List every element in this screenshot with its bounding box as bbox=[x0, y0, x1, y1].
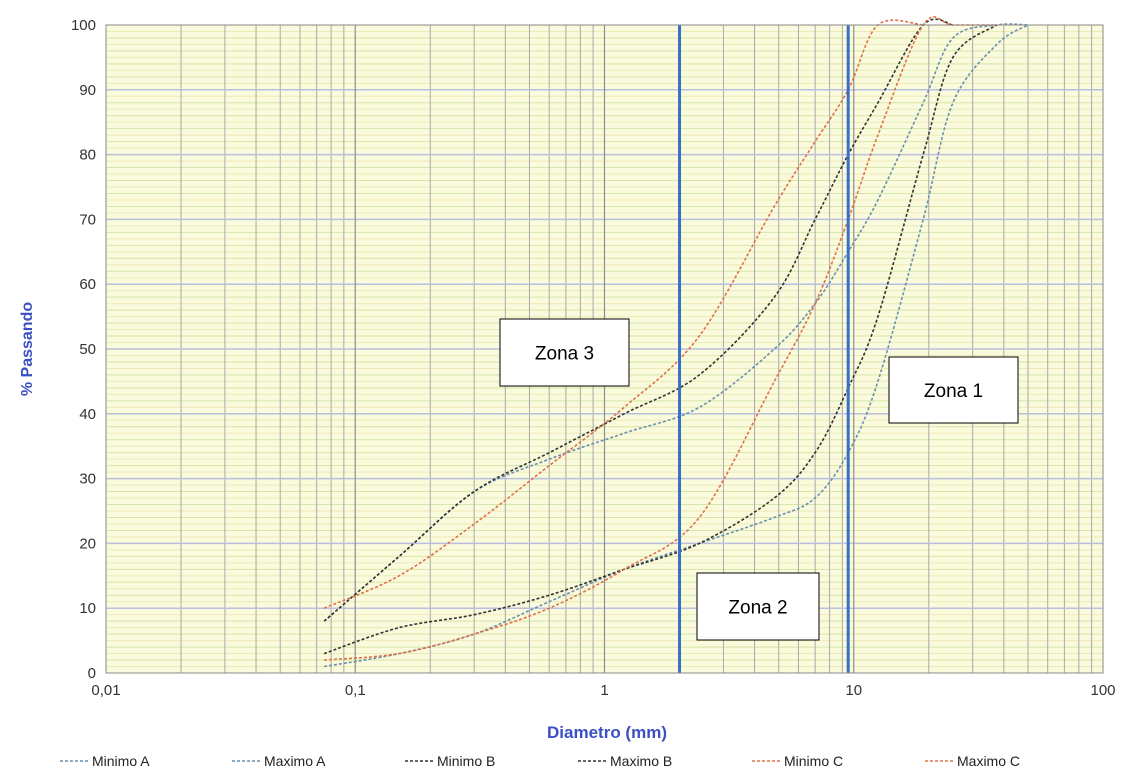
zone-label-box: Zona 2 bbox=[696, 572, 820, 641]
legend-label: Maximo A bbox=[264, 753, 326, 769]
series-line-minimo-b bbox=[323, 24, 998, 655]
legend-item: Maximo B bbox=[578, 753, 672, 769]
zone-label-box: Zona 1 bbox=[888, 356, 1019, 424]
x-tick-label: 100 bbox=[1090, 682, 1115, 699]
y-tick-label: 100 bbox=[71, 17, 96, 34]
zone-labels: Zona 3 Zona 1 Zona 2 bbox=[499, 318, 1019, 641]
x-tick-label: 0,01 bbox=[91, 682, 120, 699]
series-line-minimo-a bbox=[323, 24, 1029, 668]
y-tick-label: 20 bbox=[79, 535, 96, 552]
legend-item: Maximo C bbox=[925, 753, 1020, 769]
x-tick-label: 1 bbox=[600, 682, 608, 699]
legend-label: Maximo C bbox=[957, 753, 1020, 769]
legend-label: Maximo B bbox=[610, 753, 672, 769]
y-tick-label: 30 bbox=[79, 471, 96, 488]
zone-box bbox=[888, 356, 1019, 424]
x-tick-label: 10 bbox=[845, 682, 862, 699]
y-tick-label: 40 bbox=[79, 406, 96, 423]
legend-item: Minimo B bbox=[405, 753, 495, 769]
legend-label: Minimo B bbox=[437, 753, 495, 769]
series-line-maximo-b bbox=[323, 18, 954, 622]
zone-label: Zona 3 bbox=[535, 344, 594, 365]
series-line-minimo-c bbox=[324, 16, 997, 661]
y-tick-label: 80 bbox=[79, 147, 96, 164]
series-line-maximo-a bbox=[323, 23, 1029, 622]
y-tick-label: 70 bbox=[79, 211, 96, 228]
x-tick-label: 0,1 bbox=[345, 682, 366, 699]
y-tick-label: 0 bbox=[88, 665, 96, 682]
zone-box bbox=[499, 318, 630, 387]
legend-item: Minimo C bbox=[752, 753, 843, 769]
y-tick-label: 60 bbox=[79, 276, 96, 293]
y-tick-labels: 0 10 20 30 40 50 60 70 80 90 100 bbox=[71, 17, 96, 682]
zone-box bbox=[696, 572, 820, 641]
x-tick-labels: 0,01 0,1 1 10 100 bbox=[91, 682, 1115, 699]
zone-label: Zona 1 bbox=[924, 381, 983, 402]
x-axis-label: Diametro (mm) bbox=[547, 723, 667, 742]
zone-label: Zona 2 bbox=[728, 598, 787, 619]
plot-frame bbox=[105, 24, 1104, 674]
legend-label: Minimo C bbox=[784, 753, 843, 769]
y-tick-label: 50 bbox=[79, 341, 96, 358]
y-tick-label: 10 bbox=[79, 600, 96, 617]
zone-boundary-lines bbox=[678, 25, 850, 673]
legend-item: Minimo A bbox=[60, 753, 150, 769]
legend-label: Minimo A bbox=[92, 753, 150, 769]
zone-label-box: Zona 3 bbox=[499, 318, 630, 387]
y-axis-label: % Passando bbox=[19, 302, 36, 396]
legend-item: Maximo A bbox=[232, 753, 326, 769]
legend: Minimo A Maximo A Minimo B Maximo B Minimo C… bbox=[60, 753, 1020, 769]
y-tick-label: 90 bbox=[79, 82, 96, 99]
